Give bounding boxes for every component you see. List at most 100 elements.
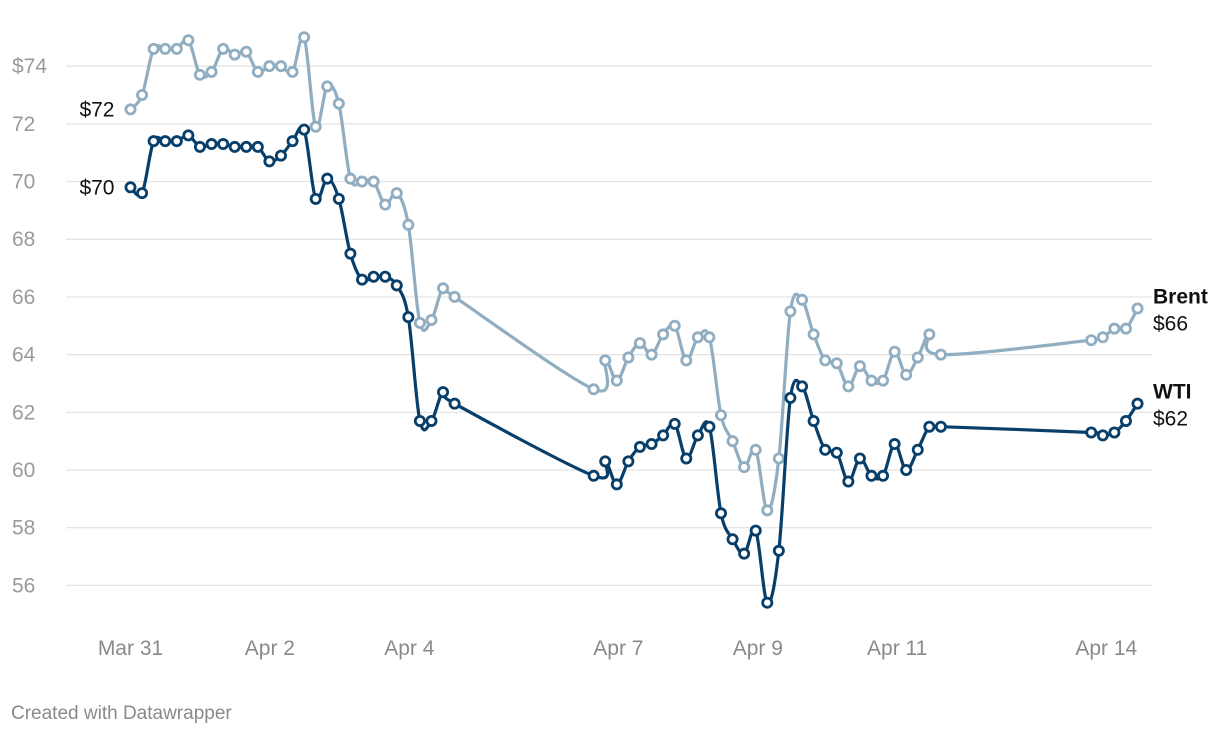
- brent-series-name: Brent: [1153, 285, 1208, 308]
- brent-point: [761, 504, 774, 517]
- wti-point: [437, 386, 450, 399]
- x-tick-label: Apr 14: [1075, 637, 1137, 660]
- brent-point: [796, 293, 809, 306]
- brent-point: [251, 65, 264, 78]
- wti-point: [332, 192, 345, 205]
- wti-point: [680, 452, 693, 465]
- wti-point: [205, 138, 218, 151]
- brent-point: [657, 328, 670, 341]
- x-axis-tick-labels: Mar 31 Apr 2 Apr 4 Apr 7 Apr 9 Apr 11 Apr 14: [98, 637, 1138, 660]
- footer-credit: Created with Datawrapper: [11, 703, 232, 724]
- wti-point: [865, 469, 878, 482]
- brent-point: [830, 357, 843, 370]
- x-tick-label: Apr 4: [384, 637, 435, 660]
- wti-point: [1085, 426, 1098, 439]
- x-tick-label: Apr 7: [593, 637, 643, 660]
- brent-point: [263, 60, 276, 73]
- x-tick-label: Apr 11: [867, 637, 927, 660]
- brent-point: [877, 374, 890, 387]
- wti-point: [923, 420, 936, 433]
- wti-point: [413, 414, 426, 427]
- brent-end-value: $66: [1153, 312, 1188, 335]
- brent-point: [217, 42, 230, 55]
- y-tick-label: 68: [12, 228, 35, 251]
- y-tick-label: 64: [12, 344, 36, 367]
- brent-point: [286, 65, 299, 78]
- wti-point: [703, 420, 716, 433]
- wti-point: [379, 270, 392, 283]
- wti-point: [402, 311, 415, 324]
- wti-point: [749, 524, 762, 537]
- y-tick-label: 62: [12, 401, 35, 424]
- grid-lines: [66, 65, 1152, 586]
- wti-point: [136, 187, 149, 200]
- brent-point: [356, 175, 369, 188]
- brent-point: [321, 80, 334, 93]
- brent-point: [425, 313, 438, 326]
- wti-point: [170, 135, 183, 148]
- x-tick-label: Apr 2: [245, 637, 295, 660]
- wti-point: [761, 596, 774, 609]
- wti-series-name: WTI: [1153, 381, 1191, 404]
- wti-point: [286, 135, 299, 148]
- wti-point: [182, 129, 195, 142]
- wti-start-label: $70: [79, 176, 114, 199]
- wti-point: [622, 455, 635, 468]
- wti-point: [842, 475, 855, 488]
- wti-point: [645, 438, 658, 451]
- brent-point: [842, 380, 855, 393]
- brent-point: [668, 319, 681, 332]
- x-tick-label: Mar 31: [98, 637, 163, 660]
- brent-point: [738, 461, 751, 474]
- wti-point: [830, 446, 843, 459]
- brent-point: [170, 42, 183, 55]
- y-tick-label: 66: [12, 286, 35, 309]
- wti-series: [124, 123, 1144, 609]
- y-axis-tick-labels: $74 72 70 68 66 64 62 60 58 56: [12, 55, 47, 597]
- brent-point: [448, 290, 461, 303]
- wti-point: [784, 391, 797, 404]
- wti-point: [877, 469, 890, 482]
- wti-point: [633, 440, 646, 453]
- brent-point: [680, 354, 693, 367]
- brent-point: [900, 368, 913, 381]
- wti-point: [934, 420, 947, 433]
- brent-series: [124, 31, 1144, 517]
- brent-point: [645, 348, 658, 361]
- brent-point: [1119, 322, 1132, 335]
- brent-point: [390, 187, 403, 200]
- wti-point: [691, 429, 704, 442]
- wti-point: [888, 438, 901, 451]
- brent-point: [1108, 322, 1121, 335]
- brent-point: [182, 34, 195, 47]
- brent-point: [599, 354, 612, 367]
- wti-point: [772, 544, 785, 557]
- brent-point: [367, 175, 380, 188]
- wti-line: [128, 125, 1140, 605]
- brent-point: [691, 331, 704, 344]
- y-tick-label: 70: [12, 171, 35, 194]
- x-tick-label: Apr 9: [733, 637, 783, 660]
- wti-point: [240, 140, 253, 153]
- brent-point: [205, 65, 218, 78]
- wti-point: [274, 149, 287, 162]
- wti-point: [356, 273, 369, 286]
- wti-point: [726, 533, 739, 546]
- series-labels: $72 Brent $66 $70 WTI $62: [79, 98, 1207, 430]
- brent-point: [159, 42, 172, 55]
- y-tick-label: 58: [12, 517, 35, 540]
- wti-point: [657, 429, 670, 442]
- wti-point: [668, 417, 681, 430]
- brent-point: [703, 331, 716, 344]
- y-tick-label: 56: [12, 574, 35, 597]
- wti-point: [159, 135, 172, 148]
- brent-point: [865, 374, 878, 387]
- wti-point: [911, 443, 924, 456]
- brent-point: [124, 103, 137, 116]
- brent-point: [379, 198, 392, 211]
- brent-point: [136, 89, 149, 102]
- wti-end-value: $62: [1153, 408, 1188, 431]
- wti-point: [853, 452, 866, 465]
- brent-point: [923, 328, 936, 341]
- wti-point: [321, 172, 334, 185]
